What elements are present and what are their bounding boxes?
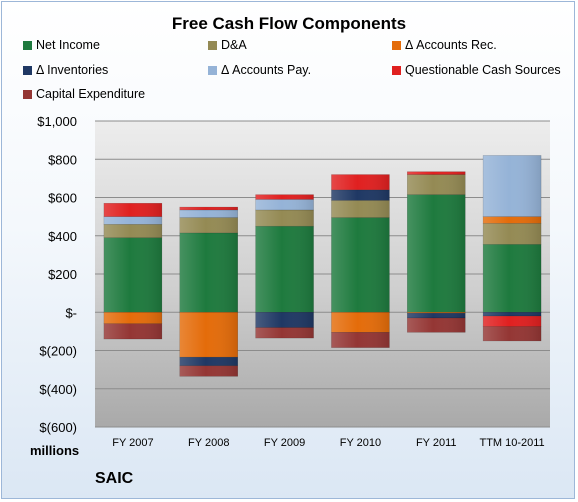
bar-sheen [255, 312, 314, 328]
bar-sheen [179, 232, 238, 313]
legend-swatch [392, 41, 401, 50]
bar-sheen [255, 199, 314, 210]
bar-sheen [179, 312, 238, 358]
bar-sheen [483, 326, 542, 341]
legend-item-accounts-pay: Δ Accounts Pay. [208, 63, 311, 77]
x-axis-labels: FY 2007 FY 2008 FY 2009 FY 2010 FY 2011 TTM 1… [112, 437, 544, 449]
bar-sheen [103, 203, 162, 217]
x-tick-label: FY 2007 [112, 437, 153, 449]
bar-sheen [407, 312, 466, 314]
bar-sheen [483, 223, 542, 245]
bar-sheen [255, 327, 314, 339]
bar-sheen [407, 194, 466, 313]
bar-sheen [255, 194, 314, 200]
bar-sheen [331, 312, 390, 333]
chart-title: Free Cash Flow Components [171, 14, 407, 33]
bar-sheen [407, 174, 466, 195]
legend-item-inventories: Δ Inventories [23, 63, 108, 77]
bar-sheen [179, 357, 238, 366]
x-tick-label: FY 2011 [416, 437, 457, 449]
y-tick-label: $- [65, 305, 77, 320]
units-label: millions [30, 443, 80, 458]
legend-label: Net Income [36, 38, 100, 52]
legend-label: Questionable Cash Sources [405, 63, 561, 77]
bar-sheen [483, 155, 542, 217]
bar-sheen [483, 244, 542, 313]
bar-sheen [331, 200, 390, 218]
legend-swatch [23, 90, 32, 99]
bar-sheen [483, 216, 542, 224]
bar-sheen [103, 237, 162, 313]
bar-sheen [255, 226, 314, 313]
gridlines [95, 120, 550, 428]
y-axis-labels: $1,000 $800 $600 $400 $200 $- $(200) $(400) $(60… [37, 114, 77, 435]
legend-item-da: D&A [208, 38, 247, 52]
legend-item-capex: Capital Expenditure [23, 87, 145, 101]
legend-swatch [392, 66, 401, 75]
y-tick-label: $1,000 [37, 114, 77, 129]
legend-swatch [23, 41, 32, 50]
legend-item-questionable-cash: Questionable Cash Sources [392, 63, 561, 77]
legend-label: Δ Inventories [36, 63, 109, 77]
bar-sheen [103, 323, 162, 340]
bar-sheen [331, 174, 390, 190]
bar-sheen [331, 189, 390, 201]
x-tick-label: FY 2010 [340, 437, 381, 449]
bar-sheen [179, 365, 238, 377]
y-tick-label: $600 [48, 191, 77, 206]
y-tick-label: $(200) [39, 344, 77, 359]
bar-sheen [407, 313, 466, 318]
bar-sheen [103, 216, 162, 225]
legend-swatch [208, 66, 217, 75]
legend-item-net-income: Net Income [23, 38, 100, 52]
bar-sheen [103, 224, 162, 238]
bar-sheen [331, 217, 390, 313]
bar-sheen [255, 209, 314, 227]
bar-sheen [407, 171, 466, 175]
legend-swatch [23, 66, 32, 75]
x-tick-label: FY 2008 [188, 437, 229, 449]
y-tick-label: $800 [48, 152, 77, 167]
bar-sheen [103, 312, 162, 324]
legend-label: Δ Accounts Pay. [221, 63, 312, 77]
bar-sheen [483, 312, 542, 317]
y-tick-label: $(600) [39, 420, 77, 435]
bars [103, 155, 542, 377]
bar-sheen [407, 317, 466, 333]
y-tick-label: $400 [48, 229, 77, 244]
legend-label: D&A [221, 38, 247, 52]
y-tick-label: $200 [48, 267, 77, 282]
x-tick-label: TTM 10-2011 [479, 437, 544, 449]
legend-label: Capital Expenditure [36, 87, 146, 101]
legend-label: Δ Accounts Rec. [405, 38, 497, 52]
x-tick-label: FY 2009 [264, 437, 305, 449]
bar-sheen [331, 332, 390, 348]
bar-sheen [483, 316, 542, 327]
bar-sheen [179, 209, 238, 218]
company-label: SAIC [95, 470, 134, 487]
legend-swatch [208, 41, 217, 50]
legend-item-accounts-rec: Δ Accounts Rec. [392, 38, 497, 52]
bar-sheen [179, 207, 238, 210]
bar-sheen [179, 217, 238, 233]
y-tick-label: $(400) [39, 382, 77, 397]
